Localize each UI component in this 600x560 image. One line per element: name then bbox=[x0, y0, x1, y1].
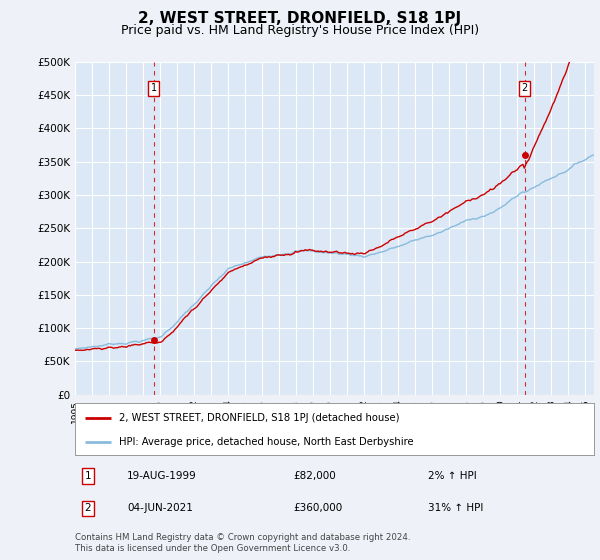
Text: 2: 2 bbox=[85, 503, 91, 513]
Text: 2: 2 bbox=[521, 83, 527, 94]
Text: 19-AUG-1999: 19-AUG-1999 bbox=[127, 471, 197, 481]
Text: £360,000: £360,000 bbox=[293, 503, 342, 513]
Text: Contains HM Land Registry data © Crown copyright and database right 2024.
This d: Contains HM Land Registry data © Crown c… bbox=[75, 533, 410, 553]
Text: £82,000: £82,000 bbox=[293, 471, 336, 481]
Text: 1: 1 bbox=[85, 471, 91, 481]
Text: 04-JUN-2021: 04-JUN-2021 bbox=[127, 503, 193, 513]
Text: HPI: Average price, detached house, North East Derbyshire: HPI: Average price, detached house, Nort… bbox=[119, 437, 414, 447]
Text: 2% ↑ HPI: 2% ↑ HPI bbox=[428, 471, 476, 481]
Text: 2, WEST STREET, DRONFIELD, S18 1PJ: 2, WEST STREET, DRONFIELD, S18 1PJ bbox=[139, 11, 461, 26]
Text: 31% ↑ HPI: 31% ↑ HPI bbox=[428, 503, 483, 513]
Text: Price paid vs. HM Land Registry's House Price Index (HPI): Price paid vs. HM Land Registry's House … bbox=[121, 24, 479, 36]
Text: 1: 1 bbox=[151, 83, 157, 94]
Text: 2, WEST STREET, DRONFIELD, S18 1PJ (detached house): 2, WEST STREET, DRONFIELD, S18 1PJ (deta… bbox=[119, 413, 400, 423]
